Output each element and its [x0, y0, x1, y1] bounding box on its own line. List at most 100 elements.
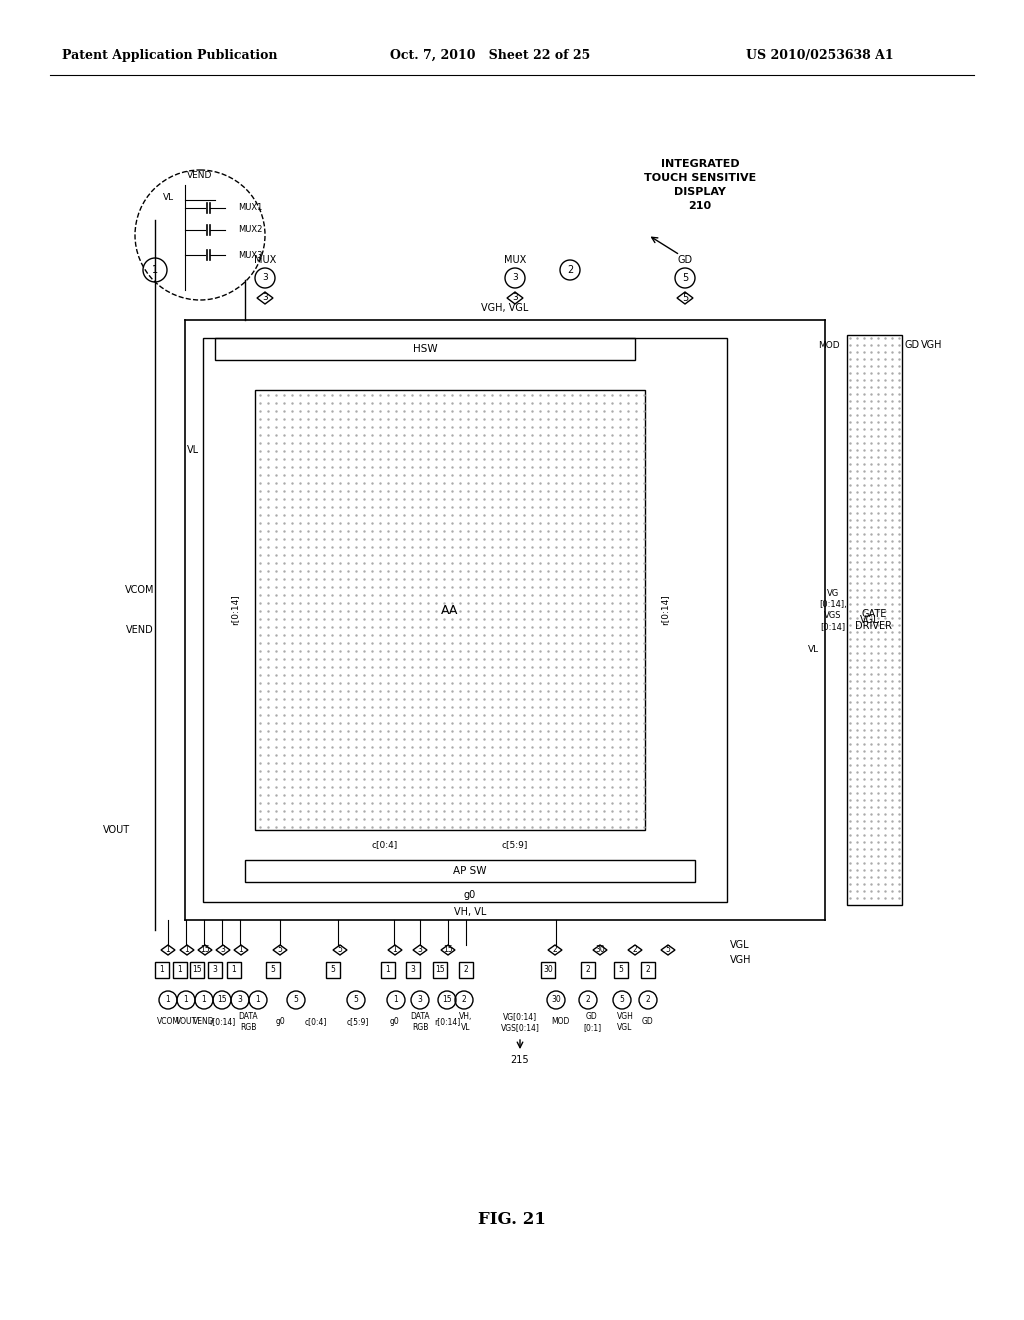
Text: 3: 3 [512, 293, 518, 302]
Text: 3: 3 [262, 293, 268, 302]
Bar [541, 962, 555, 978]
Bar [326, 962, 340, 978]
Text: MUX3: MUX3 [238, 251, 262, 260]
Text: VOUT: VOUT [175, 1018, 197, 1027]
Bar [406, 962, 420, 978]
Bar [215, 338, 635, 360]
Text: r[0:14]: r[0:14] [660, 594, 670, 626]
Text: VL: VL [163, 194, 173, 202]
Text: VEND: VEND [187, 170, 213, 180]
Text: HSW: HSW [413, 345, 437, 354]
Text: VL: VL [808, 645, 818, 655]
Text: DATA
RGB: DATA RGB [239, 1012, 258, 1032]
Text: VH,
VL: VH, VL [460, 1012, 473, 1032]
Text: 1: 1 [160, 965, 165, 974]
Text: MUX: MUX [254, 255, 276, 265]
Text: c[0:4]: c[0:4] [305, 1018, 328, 1027]
Bar [433, 962, 447, 978]
Text: VH, VL: VH, VL [454, 907, 486, 917]
Text: 3: 3 [262, 273, 268, 282]
Bar [208, 962, 222, 978]
Text: 1: 1 [202, 995, 207, 1005]
Text: 2: 2 [633, 945, 637, 954]
Bar [641, 962, 655, 978]
Text: 30: 30 [543, 965, 553, 974]
Text: Patent Application Publication: Patent Application Publication [62, 49, 278, 62]
Text: 3: 3 [411, 965, 416, 974]
Text: VEND: VEND [126, 624, 154, 635]
Text: FIG. 21: FIG. 21 [478, 1212, 546, 1229]
Text: VOUT: VOUT [102, 825, 130, 836]
Text: 3: 3 [512, 273, 518, 282]
Bar [227, 962, 241, 978]
Text: MOD: MOD [551, 1018, 569, 1027]
Text: 1: 1 [393, 995, 398, 1005]
Text: 1: 1 [239, 945, 244, 954]
Bar [173, 962, 187, 978]
Text: US 2010/0253638 A1: US 2010/0253638 A1 [746, 49, 894, 62]
Text: c[5:9]: c[5:9] [502, 841, 528, 850]
Text: AA: AA [441, 603, 459, 616]
Text: 3: 3 [418, 995, 423, 1005]
Bar [381, 962, 395, 978]
Bar [245, 861, 695, 882]
Text: 1: 1 [184, 945, 189, 954]
Text: 3: 3 [220, 945, 225, 954]
Text: INTEGRATED
TOUCH SENSITIVE
DISPLAY
210: INTEGRATED TOUCH SENSITIVE DISPLAY 210 [644, 158, 756, 211]
Text: g0: g0 [390, 1018, 400, 1027]
Text: 5: 5 [294, 995, 298, 1005]
Text: 2: 2 [462, 995, 466, 1005]
Text: VG
[0:14],
VGS
[0:14]: VG [0:14], VGS [0:14] [819, 589, 847, 631]
Text: 5: 5 [338, 945, 342, 954]
Text: 30: 30 [551, 995, 561, 1005]
Text: VCOM: VCOM [157, 1018, 179, 1027]
Text: r[0:14]: r[0:14] [209, 1018, 236, 1027]
Text: c[0:4]: c[0:4] [372, 841, 398, 850]
Text: 3: 3 [213, 965, 217, 974]
Text: GATE
DRIVER: GATE DRIVER [855, 610, 893, 631]
Text: VL: VL [187, 445, 199, 455]
Text: 2: 2 [586, 995, 591, 1005]
Text: r[0:14]: r[0:14] [230, 594, 240, 626]
Text: g0: g0 [464, 890, 476, 900]
Text: 1: 1 [177, 965, 182, 974]
Text: 1: 1 [183, 995, 188, 1005]
Text: c[5:9]: c[5:9] [347, 1018, 370, 1027]
Text: 215: 215 [511, 1055, 529, 1065]
Text: MUX2: MUX2 [238, 226, 262, 235]
Text: 15: 15 [200, 945, 210, 954]
Text: MOD: MOD [818, 341, 840, 350]
Text: GD: GD [904, 341, 920, 350]
Bar [203, 338, 727, 902]
Text: 3: 3 [238, 995, 243, 1005]
Text: VCOM: VCOM [125, 585, 155, 595]
Text: 2: 2 [645, 965, 650, 974]
Text: VGH, VGL: VGH, VGL [481, 304, 528, 313]
Text: 1: 1 [386, 965, 390, 974]
Text: VGH
VGL: VGH VGL [616, 1012, 634, 1032]
Text: 2: 2 [586, 965, 591, 974]
Text: GD
[0:1]: GD [0:1] [583, 1012, 601, 1032]
Text: 15: 15 [443, 945, 453, 954]
Bar [614, 962, 628, 978]
Text: GD: GD [678, 255, 692, 265]
Text: GD: GD [642, 1018, 654, 1027]
Text: 15: 15 [435, 965, 444, 974]
Text: 5: 5 [682, 293, 688, 304]
Text: 2: 2 [567, 265, 573, 275]
Text: 5: 5 [270, 965, 275, 974]
Text: VEND: VEND [194, 1018, 215, 1027]
Text: 15: 15 [193, 965, 202, 974]
Text: VGH: VGH [922, 341, 943, 350]
Bar [255, 389, 645, 830]
Bar [155, 962, 169, 978]
Text: r[0:14]: r[0:14] [434, 1018, 460, 1027]
Text: AP SW: AP SW [454, 866, 486, 876]
Text: 5: 5 [353, 995, 358, 1005]
Bar [190, 962, 204, 978]
Text: 1: 1 [152, 265, 158, 275]
Text: VGL: VGL [860, 615, 880, 624]
Text: 5: 5 [682, 273, 688, 282]
Text: VGL: VGL [730, 940, 750, 950]
Text: 1: 1 [166, 945, 170, 954]
